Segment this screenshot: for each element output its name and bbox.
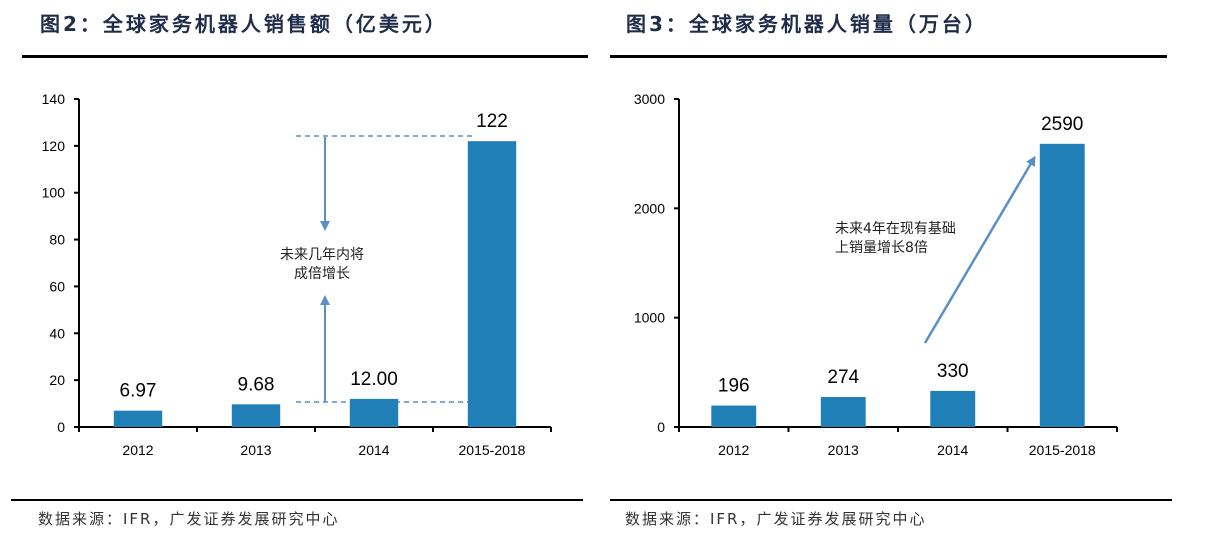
y-tick-label: 140	[42, 91, 66, 107]
bar	[711, 405, 757, 427]
data-label: 196	[718, 376, 750, 397]
data-label: 274	[827, 367, 859, 388]
y-tick-label: 80	[49, 232, 65, 248]
y-tick-label: 1000	[634, 310, 665, 326]
data-label: 2590	[1041, 114, 1083, 135]
data-label: 122	[476, 111, 508, 132]
bar	[930, 390, 976, 427]
bottom-rule-right	[610, 499, 1172, 501]
data-label: 6.97	[120, 381, 157, 402]
annotation-line-1: 未来4年在现有基础	[835, 220, 956, 237]
chart-title-sales: 图2：全球家务机器人销售额（亿美元）	[40, 12, 448, 36]
y-tick-label: 0	[657, 419, 665, 435]
annotation-line-1: 未来几年内将	[280, 247, 364, 263]
source-note-right: 数据来源：IFR，广发证券发展研究中心	[625, 510, 927, 528]
top-rule-left	[22, 55, 588, 58]
y-tick-label: 60	[49, 278, 65, 294]
x-tick-label: 2012	[122, 442, 153, 458]
y-tick-label: 20	[49, 372, 65, 388]
data-label: 12.00	[350, 369, 398, 390]
bar	[1039, 143, 1085, 427]
x-tick-label: 2014	[937, 442, 968, 458]
data-label: 9.68	[238, 374, 275, 395]
bar	[231, 404, 281, 427]
bar	[467, 141, 517, 427]
y-tick-label: 40	[49, 325, 65, 341]
y-tick-label: 100	[42, 185, 66, 201]
y-tick-label: 2000	[634, 200, 665, 216]
annotation-line-2: 成倍增长	[294, 266, 350, 282]
y-tick-label: 0	[57, 419, 65, 435]
x-tick-label: 2013	[828, 442, 859, 458]
x-tick-label: 2015-2018	[459, 442, 526, 458]
x-tick-label: 2012	[718, 442, 749, 458]
growth-arrow	[923, 155, 1036, 344]
source-note-left: 数据来源：IFR，广发证券发展研究中心	[38, 510, 340, 528]
x-tick-label: 2015-2018	[1029, 442, 1096, 458]
x-tick-label: 2014	[358, 442, 389, 458]
bar	[113, 410, 163, 427]
bar	[820, 397, 866, 427]
x-tick-label: 2013	[240, 442, 271, 458]
y-tick-label: 3000	[634, 91, 665, 107]
chart-title-units: 图3：全球家务机器人销量（万台）	[626, 12, 988, 36]
y-tick-label: 120	[42, 138, 66, 154]
annotation-line-2: 上销量增长8倍	[835, 240, 928, 256]
bottom-rule-left	[11, 499, 583, 501]
top-rule-right	[610, 55, 1167, 58]
data-label: 330	[937, 361, 969, 382]
bar	[349, 398, 399, 427]
